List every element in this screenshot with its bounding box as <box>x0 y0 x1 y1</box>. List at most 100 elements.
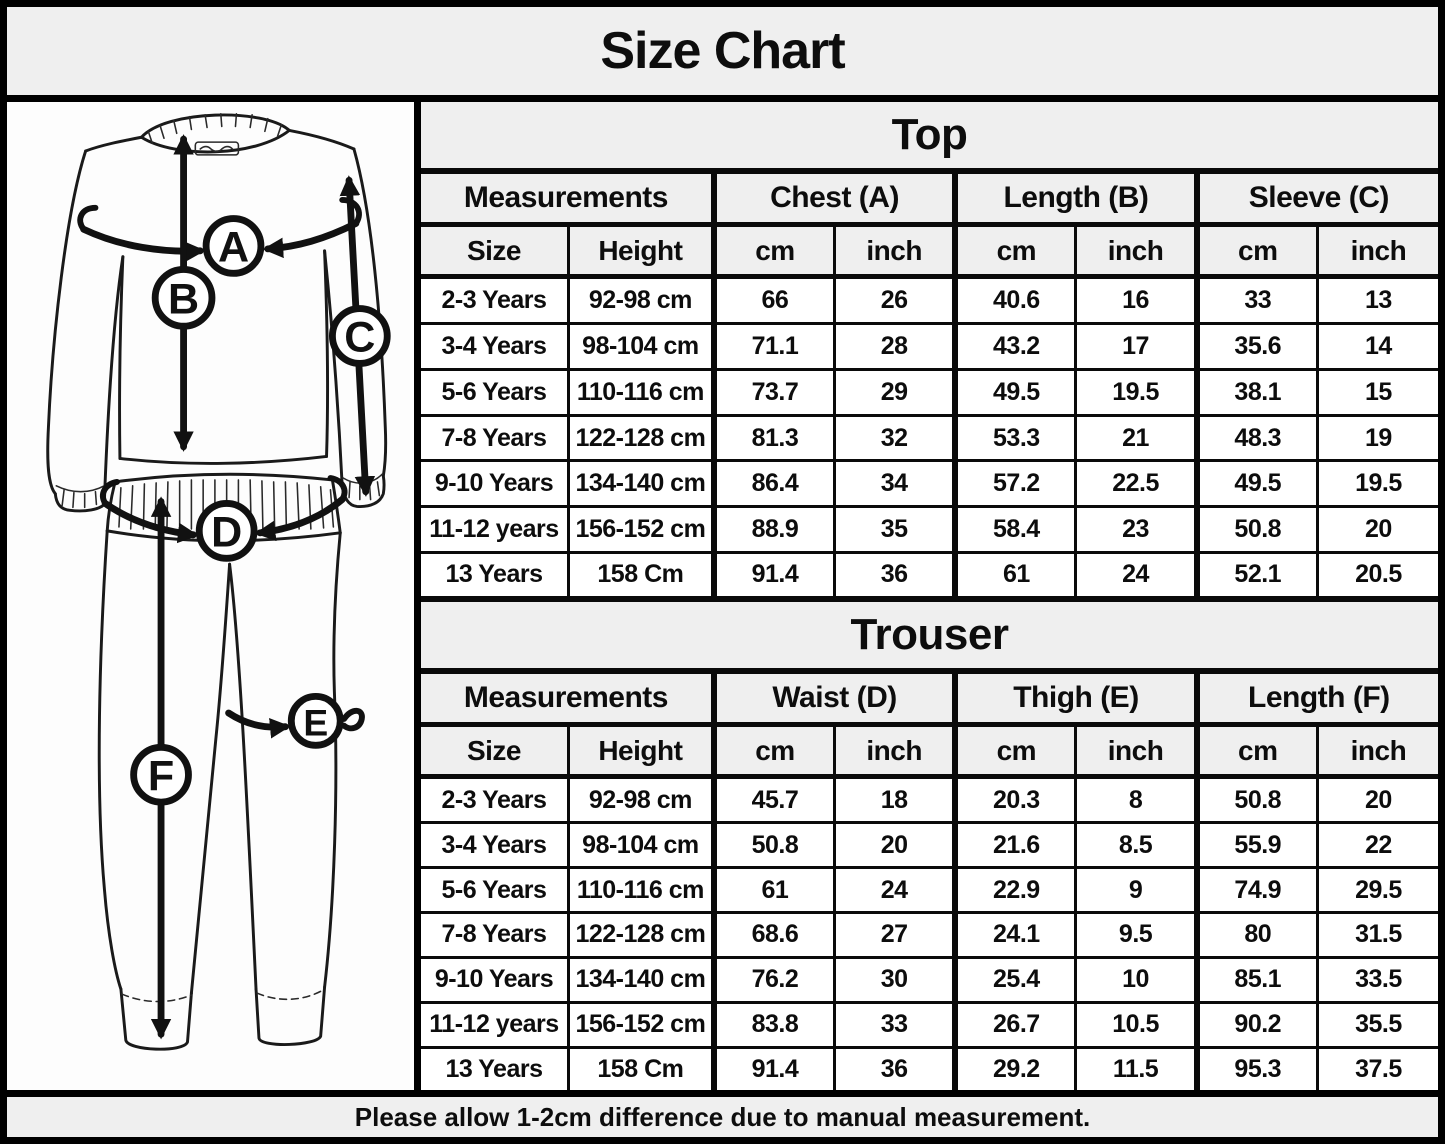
cell-inch: 14 <box>1316 322 1438 371</box>
cell-cm: 21.6 <box>952 821 1078 870</box>
header-size: Size <box>421 223 570 279</box>
cell-inch: 8 <box>1074 774 1199 825</box>
cell-size: 2-3 Years <box>421 274 570 326</box>
cell-cm: 88.9 <box>710 505 837 554</box>
cell-size: 5-6 Years <box>421 367 570 417</box>
cell-cm: 91.4 <box>710 1045 837 1090</box>
cell-size: 9-10 Years <box>421 955 570 1004</box>
cell-size: 7-8 Years <box>421 413 570 463</box>
measure-label-thigh-e: E <box>287 692 344 749</box>
cell-size: 13 Years <box>421 550 570 596</box>
cell-size: 3-4 Years <box>421 322 570 371</box>
cell-cm: 71.1 <box>710 322 837 371</box>
cell-inch: 20 <box>833 821 957 870</box>
cell-cm: 50.8 <box>1193 505 1319 554</box>
trouser-group-header-row: Measurements Waist (D) Thigh (E) Length … <box>421 669 1438 727</box>
table-row: 7-8 Years 122-128 cm 68.6 27 24.1 9.5 80… <box>421 911 1438 959</box>
cell-inch: 37.5 <box>1316 1045 1438 1090</box>
page-title: Size Chart <box>7 7 1438 102</box>
cell-inch: 28 <box>833 322 957 371</box>
cell-cm: 38.1 <box>1193 367 1319 417</box>
cell-inch: 35 <box>833 505 957 554</box>
header-inch: inch <box>1074 223 1199 279</box>
header-length: Length (F) <box>1193 669 1438 727</box>
header-length: Length (B) <box>952 169 1199 227</box>
table-row: 9-10 Years 134-140 cm 86.4 34 57.2 22.5 … <box>421 459 1438 509</box>
cell-height: 110-116 cm <box>566 866 716 915</box>
cell-cm: 73.7 <box>710 367 837 417</box>
header-waist: Waist (D) <box>710 669 957 727</box>
header-measurements: Measurements <box>421 169 716 227</box>
top-banner-row: Top <box>421 102 1438 174</box>
cell-cm: 55.9 <box>1193 821 1319 870</box>
cell-inch: 10.5 <box>1074 1000 1199 1049</box>
measure-label-waist-d: D <box>195 500 258 562</box>
table-row: 2-3 Years 92-98 cm 66 26 40.6 16 33 13 <box>421 274 1438 326</box>
header-size: Size <box>421 723 570 779</box>
cell-cm: 95.3 <box>1193 1045 1319 1090</box>
cell-inch: 36 <box>833 1045 957 1090</box>
measure-label-chest-a: A <box>202 215 265 277</box>
cell-inch: 19.5 <box>1074 367 1199 417</box>
cell-inch: 23 <box>1074 505 1199 554</box>
garment-illustration: A B C D E <box>7 102 421 1090</box>
header-cm: cm <box>1193 723 1319 779</box>
content-area: A B C D E <box>7 102 1438 1090</box>
cell-cm: 22.9 <box>952 866 1078 915</box>
cell-inch: 35.5 <box>1316 1000 1438 1049</box>
cell-cm: 80 <box>1193 911 1319 959</box>
trouser-size-table: Trouser Measurements Waist (D) Thigh (E)… <box>421 596 1438 1090</box>
header-cm: cm <box>710 223 837 279</box>
cell-inch: 29.5 <box>1316 866 1438 915</box>
cell-inch: 19.5 <box>1316 459 1438 509</box>
cell-size: 11-12 years <box>421 1000 570 1049</box>
cell-cm: 25.4 <box>952 955 1078 1004</box>
cell-inch: 26 <box>833 274 957 326</box>
top-subheader-row: Size Height cm inch cm inch cm inch <box>421 223 1438 279</box>
table-row: 3-4 Years 98-104 cm 50.8 20 21.6 8.5 55.… <box>421 821 1438 870</box>
measure-label-trouser-length-f: F <box>130 743 192 806</box>
cell-cm: 74.9 <box>1193 866 1319 915</box>
cell-height: 158 Cm <box>566 550 716 596</box>
table-row: 9-10 Years 134-140 cm 76.2 30 25.4 10 85… <box>421 955 1438 1004</box>
cell-inch: 19 <box>1316 413 1438 463</box>
cell-inch: 16 <box>1074 274 1199 326</box>
header-height: Height <box>566 223 716 279</box>
header-inch: inch <box>1074 723 1199 779</box>
header-inch: inch <box>833 223 957 279</box>
cell-inch: 13 <box>1316 274 1438 326</box>
trouser-banner-row: Trouser <box>421 596 1438 674</box>
cell-inch: 20 <box>1316 505 1438 554</box>
cell-cm: 26.7 <box>952 1000 1078 1049</box>
cell-inch: 27 <box>833 911 957 959</box>
cell-cm: 76.2 <box>710 955 837 1004</box>
cell-cm: 90.2 <box>1193 1000 1319 1049</box>
cell-cm: 49.5 <box>1193 459 1319 509</box>
cell-cm: 48.3 <box>1193 413 1319 463</box>
measure-label-sleeve-c: C <box>328 305 391 367</box>
cell-height: 110-116 cm <box>566 367 716 417</box>
cell-inch: 21 <box>1074 413 1199 463</box>
header-height: Height <box>566 723 716 779</box>
cell-inch: 20.5 <box>1316 550 1438 596</box>
cell-cm: 40.6 <box>952 274 1078 326</box>
cell-inch: 34 <box>833 459 957 509</box>
cell-cm: 43.2 <box>952 322 1078 371</box>
cell-cm: 61 <box>952 550 1078 596</box>
table-row: 13 Years 158 Cm 91.4 36 61 24 52.1 20.5 <box>421 550 1438 596</box>
cell-inch: 11.5 <box>1074 1045 1199 1090</box>
header-inch: inch <box>1316 223 1438 279</box>
table-row: 2-3 Years 92-98 cm 45.7 18 20.3 8 50.8 2… <box>421 774 1438 825</box>
svg-text:C: C <box>344 314 375 362</box>
size-tables: Top Measurements Chest (A) Length (B) Sl… <box>421 102 1438 1090</box>
cell-height: 98-104 cm <box>566 821 716 870</box>
svg-text:B: B <box>168 276 199 324</box>
cell-size: 13 Years <box>421 1045 570 1090</box>
cell-cm: 81.3 <box>710 413 837 463</box>
cell-size: 3-4 Years <box>421 821 570 870</box>
cell-inch: 20 <box>1316 774 1438 825</box>
cell-cm: 86.4 <box>710 459 837 509</box>
table-row: 3-4 Years 98-104 cm 71.1 28 43.2 17 35.6… <box>421 322 1438 371</box>
cell-cm: 68.6 <box>710 911 837 959</box>
header-cm: cm <box>710 723 837 779</box>
